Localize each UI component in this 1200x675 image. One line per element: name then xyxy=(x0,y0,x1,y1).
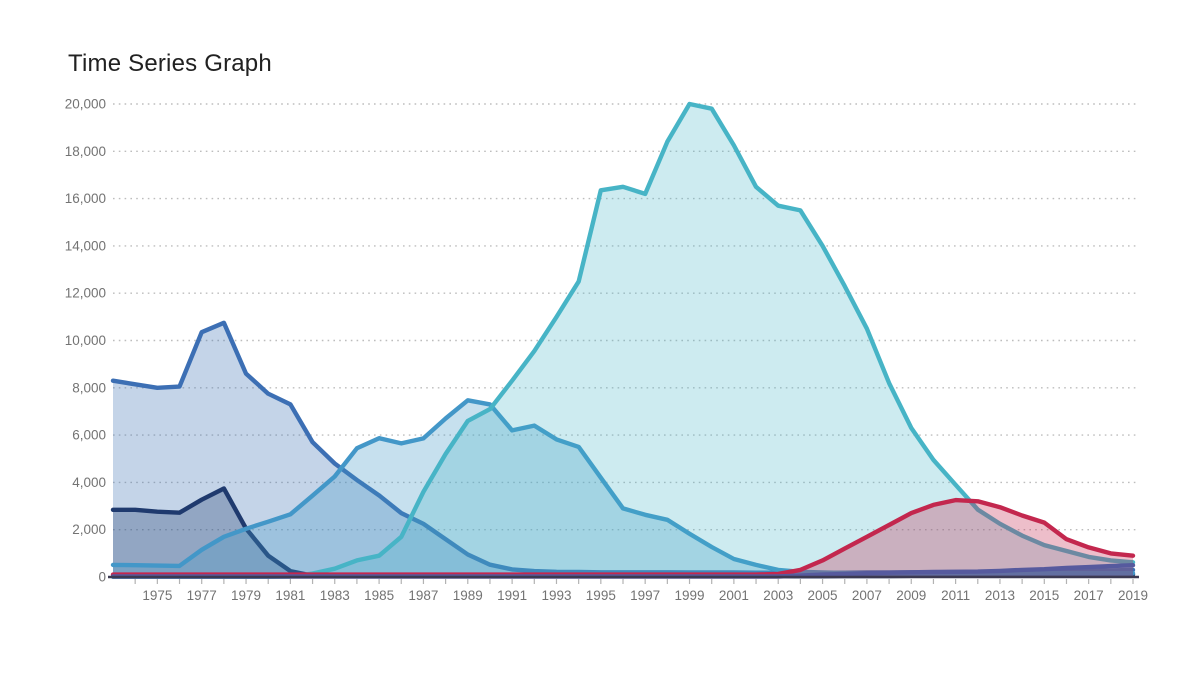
x-tick-label: 1999 xyxy=(674,588,704,603)
x-tick-label: 1977 xyxy=(187,588,217,603)
chart-title: Time Series Graph xyxy=(68,50,272,77)
x-tick-label: 1985 xyxy=(364,588,394,603)
x-tick-label: 1993 xyxy=(541,588,571,603)
x-tick-label: 1981 xyxy=(275,588,305,603)
x-tick-label: 1989 xyxy=(453,588,483,603)
x-tick-label: 2007 xyxy=(852,588,882,603)
x-tick-label: 1979 xyxy=(231,588,261,603)
x-tick-label: 2001 xyxy=(719,588,749,603)
x-tick-label: 2017 xyxy=(1074,588,1104,603)
x-tick-label: 1997 xyxy=(630,588,660,603)
series-royal-blue-area xyxy=(113,322,1133,577)
y-tick-label: 14,000 xyxy=(65,238,106,253)
x-tick-label: 1983 xyxy=(320,588,350,603)
x-axis-ticks xyxy=(134,579,1134,584)
x-tick-label: 2005 xyxy=(808,588,838,603)
series-navy-area xyxy=(113,488,1133,577)
x-axis-labels: 1975 1977 1979 1981 1983 1985 1987 1989 1991 1993… xyxy=(142,588,1148,603)
y-tick-label: 18,000 xyxy=(65,144,106,159)
y-tick-label: 4,000 xyxy=(72,475,106,490)
series-crimson-area xyxy=(113,500,1133,577)
series-areas xyxy=(110,101,1136,579)
x-tick-label: 1987 xyxy=(408,588,438,603)
y-tick-label: 20,000 xyxy=(65,97,106,112)
x-tick-label: 1995 xyxy=(586,588,616,603)
y-tick-label: 12,000 xyxy=(65,286,106,301)
y-tick-label: 2,000 xyxy=(72,522,106,537)
y-tick-label: 0 xyxy=(98,570,106,585)
x-tick-label: 2003 xyxy=(763,588,793,603)
x-tick-label: 2013 xyxy=(985,588,1015,603)
x-tick-label: 2011 xyxy=(941,588,970,603)
series-cyan-area xyxy=(113,104,1133,577)
y-tick-label: 16,000 xyxy=(65,191,106,206)
y-axis-labels: 0 2,000 4,000 6,000 8,000 10,000 12,000 14,000 1… xyxy=(65,97,106,585)
y-tick-label: 8,000 xyxy=(72,380,106,395)
x-tick-label: 2019 xyxy=(1118,588,1148,603)
y-tick-label: 10,000 xyxy=(65,333,106,348)
x-tick-label: 2015 xyxy=(1029,588,1059,603)
x-tick-label: 1991 xyxy=(497,588,527,603)
x-tick-label: 2009 xyxy=(896,588,926,603)
y-tick-label: 6,000 xyxy=(72,428,106,443)
x-tick-label: 1975 xyxy=(142,588,172,603)
